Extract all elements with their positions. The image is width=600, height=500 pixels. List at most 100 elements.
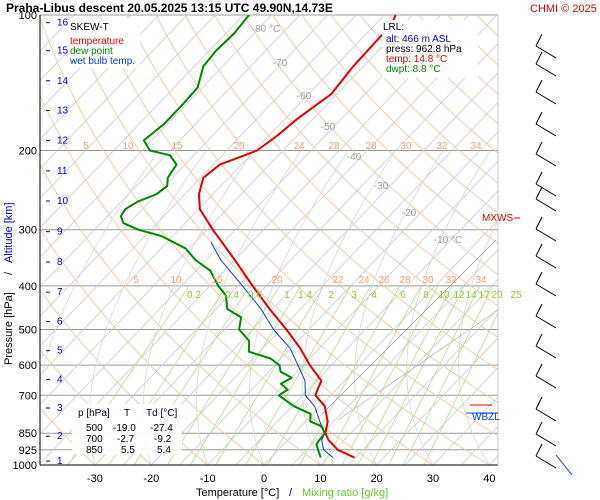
pressure-tick-label: 925 [19,445,37,457]
isotherm-label: 10 [122,141,134,152]
wind-barb [535,123,557,137]
dry-adiabat-line [184,15,498,339]
altitude-tick-label: 14 [57,76,69,87]
altitude-tick-label: 11 [57,166,68,177]
wbzl-label: WBZL [472,412,500,423]
mixing-ratio-label: 1.4 [298,290,312,301]
legend-dew-point: dew point [70,46,113,57]
wind-barb [535,63,557,77]
lrl-heading: LRL: [383,22,404,33]
isotherm-label: 15 [171,141,183,152]
mixing-ratio-line [267,285,372,465]
wind-barb-feather [535,443,543,457]
altitude-tick-label: 9 [57,227,63,238]
isotherm-line [235,190,498,465]
isotherm-label: 28 [328,141,340,152]
isotherm-line [40,15,470,465]
y-label-pressure: Pressure [hPa] [3,292,15,365]
wind-barb [535,345,557,359]
mixing-ratio-label: 8 [423,290,429,301]
mixing-ratio-line [215,285,325,465]
legend-heading: SKEW-T [70,22,109,33]
moist-adiabat-line [458,219,498,465]
isotherm-label: 34 [470,141,482,152]
dry-adiabat-line [476,15,498,37]
wind-barb-feather [535,363,543,377]
dew-point-series-line [119,15,326,458]
isotherm-label: 34 [475,275,487,286]
dry-adiabat-label: -40 [347,152,362,163]
isotherm-label: 15 [211,275,223,286]
altitude-tick-label: 10 [57,196,69,207]
dry-adiabat-line [243,15,498,276]
pressure-tick-label: 500 [19,325,37,337]
dry-adiabat-label: -10 °C [434,235,462,246]
wind-barb [535,198,557,212]
wind-barb-feather [535,171,543,185]
chart-title: Praha-Libus descent 20.05.2025 13:15 UTC… [6,1,333,15]
mixing-ratio-line [402,285,494,465]
isotherm-line [40,15,441,435]
temperature-tick-label: 0 [261,473,267,485]
wind-barb-feather [535,421,543,435]
lrl-box: LRL: alt: 466 m ASL press: 962.8 hPa tem… [382,20,478,78]
isotherm-label: 5 [83,141,89,152]
isotherm-line [40,15,329,317]
temperature-tick-label: 40 [483,473,495,485]
altitude-tick-label: 8 [57,257,63,268]
altitude-tick-label: 16 [57,18,69,29]
dry-adiabat-label: -80 °C [252,24,280,35]
mixing-ratio-line [388,285,481,465]
wind-barb [535,228,557,242]
legend-temperature: temperature [70,36,124,47]
isotherm-line [207,160,498,465]
wind-barb-feather [535,33,543,47]
background-grid [40,14,498,466]
isotherm-label: 20 [233,141,245,152]
levels-table-bg [72,404,182,454]
wind-barb [535,153,557,167]
wind-barb-feather [535,396,543,410]
wind-barb-feather [535,141,543,155]
dry-adiabat-label: -30 [374,181,389,192]
moist-adiabat-line [40,150,160,384]
parcel-path-line [321,239,497,415]
wind-barb [535,283,557,297]
mixing-ratio-label: 6 [400,290,406,301]
y-label-separator: / [3,271,15,275]
dry-adiabat-label: -60 [297,91,312,102]
y-axis-title: Pressure [hPa] / Altitude [km] [3,202,15,365]
altitude-tick-label: 5 [57,346,63,357]
altitude-tick-label: 7 [57,287,63,298]
dry-adiabat-line [40,227,265,465]
mixing-ratio-label: 20 [491,290,503,301]
lrl-background [382,20,478,78]
table-cell: -9.2 [154,434,172,445]
lrl-pressure: press: 962.8 hPa [386,44,462,55]
wind-barb-feather [535,271,543,285]
isotherm-label: 5 [133,275,139,286]
pressure-tick-label: 200 [19,145,37,157]
isotherm-label: 24 [358,275,370,286]
plot-frame-group [39,15,499,466]
mixing-ratio-line [299,285,401,465]
mixing-ratio-label: 10 [438,290,450,301]
wind-barb [535,91,557,105]
isotherm-label: 30 [422,275,434,286]
wind-barbs-column [535,33,573,476]
moist-adiabat-line [195,150,302,465]
temperature-tick-label: 30 [427,473,439,485]
sounding-series [119,15,397,459]
wind-barb-feather [535,216,543,230]
dry-adiabat-line [40,163,321,465]
isotherm-line [40,15,357,347]
isotherm-line [263,219,498,465]
x-label-separator: / [289,487,293,499]
isotherm-label: 28 [365,141,377,152]
dry-adiabat-line [213,15,498,307]
pressure-tick-label: 1000 [13,460,37,472]
isotherm-line [40,15,160,140]
moist-adiabat-line [354,150,444,465]
isotherm-line [518,15,600,465]
